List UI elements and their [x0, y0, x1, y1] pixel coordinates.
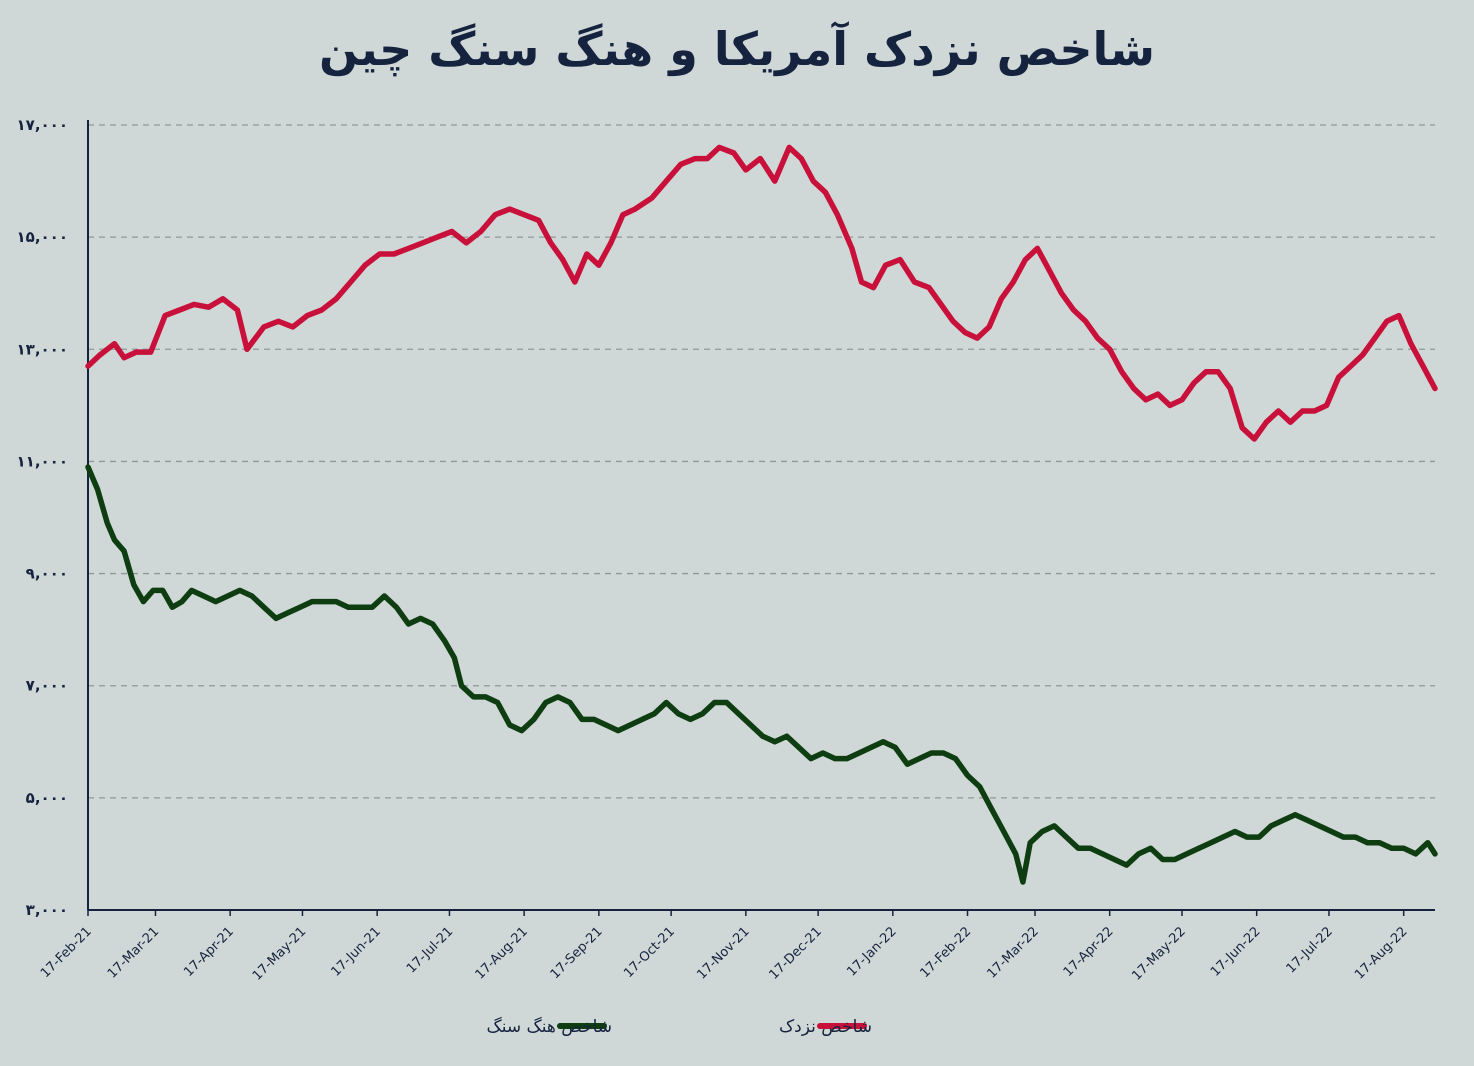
x-tick-label: 17-Jun-22 — [1208, 924, 1264, 980]
x-tick-label: 17-Oct-21 — [621, 924, 678, 981]
x-tick-label: 17-Apr-21 — [181, 924, 237, 980]
legend-label: شاخص نزدک — [779, 1017, 872, 1037]
y-tick-label: ۵,۰۰۰ — [26, 789, 68, 807]
y-tick-label: ۱۷,۰۰۰ — [17, 116, 68, 134]
x-tick-label: 17-Sep-21 — [548, 924, 606, 982]
x-tick-label: 17-Dec-21 — [767, 924, 825, 982]
x-tick-label: 17-May-21 — [250, 924, 309, 983]
x-tick-label: 17-Mar-22 — [984, 924, 1041, 981]
x-tick-label: 17-Jul-21 — [404, 924, 456, 976]
x-tick-label: 17-Nov-21 — [694, 924, 752, 982]
y-tick-label: ۳,۰۰۰ — [26, 901, 68, 919]
series-line-2 — [85, 464, 1438, 885]
x-tick-label: 17-Feb-21 — [38, 924, 95, 981]
x-tick-label: 17-Apr-22 — [1061, 924, 1117, 980]
series-line-1 — [85, 144, 1438, 442]
x-tick-label: 17-Mar-21 — [105, 924, 162, 981]
x-tick-label: 17-Jul-22 — [1284, 924, 1336, 976]
x-tick-label: 17-Jan-22 — [844, 924, 899, 979]
y-tick-label: ۱۳,۰۰۰ — [17, 340, 68, 358]
x-tick-label: 17-Feb-22 — [917, 924, 974, 981]
y-tick-label: ۹,۰۰۰ — [26, 565, 68, 583]
x-tick-label: 17-Jun-21 — [328, 924, 384, 980]
y-tick-label: ۱۵,۰۰۰ — [17, 228, 68, 246]
y-tick-label: ۱۱,۰۰۰ — [17, 452, 68, 470]
chart-title: شاخص نزدک آمریکا و هنگ سنگ چین — [318, 22, 1156, 76]
y-tick-label: ۷,۰۰۰ — [26, 677, 68, 695]
legend-label: شاخص هنگ سنگ — [487, 1016, 612, 1037]
x-tick-label: 17-May-22 — [1129, 924, 1188, 983]
x-tick-label: 17-Aug-22 — [1352, 924, 1410, 982]
x-tick-label: 17-Aug-21 — [473, 924, 531, 982]
